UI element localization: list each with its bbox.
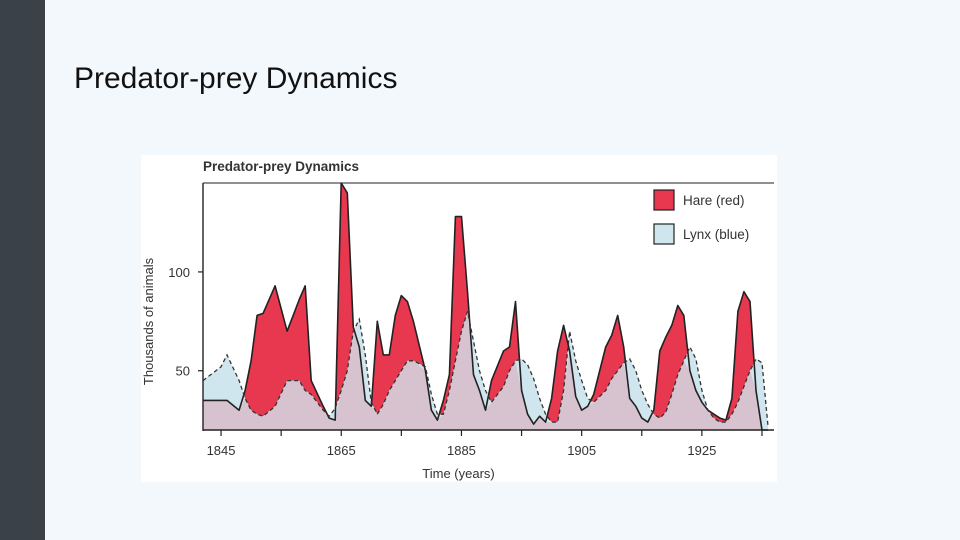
overlap-region	[203, 311, 768, 430]
x-tick-label: 1845	[207, 443, 236, 458]
slide-title: Predator-prey Dynamics	[74, 62, 398, 95]
y-tick-label: 50	[176, 364, 190, 379]
overlap-area	[203, 311, 768, 430]
slide-sidebar	[0, 0, 45, 540]
hare-area	[203, 183, 768, 430]
lynx-outline	[202, 311, 769, 427]
legend-lynx-swatch	[653, 223, 675, 245]
legend-lynx-label: Lynx (blue)	[683, 227, 749, 242]
lynx-line	[202, 311, 769, 427]
x-tick-label: 1905	[567, 443, 596, 458]
x-axis-label: Time (years)	[422, 466, 494, 481]
legend: Hare (red) Lynx (blue)	[653, 189, 749, 245]
legend-hare-swatch	[653, 189, 675, 211]
x-tick-label: 1925	[687, 443, 716, 458]
y-axis-label: Thousands of animals	[141, 257, 156, 385]
chart: Predator-prey Dynamics Thousands of anim…	[141, 159, 774, 481]
chart-title: Predator-prey Dynamics	[203, 159, 359, 174]
legend-hare-label: Hare (red)	[683, 193, 745, 208]
x-tick-label: 1885	[447, 443, 476, 458]
ticks: 1845 1865 1885 1905 1925 50 100	[168, 265, 763, 458]
hare-series	[203, 183, 768, 430]
axes	[202, 182, 774, 431]
y-tick-label: 100	[168, 265, 190, 280]
hare-line	[203, 182, 768, 431]
x-tick-label: 1865	[327, 443, 356, 458]
hare-outline	[203, 182, 768, 431]
chart-card: Predator-prey Dynamics Thousands of anim…	[141, 155, 777, 482]
